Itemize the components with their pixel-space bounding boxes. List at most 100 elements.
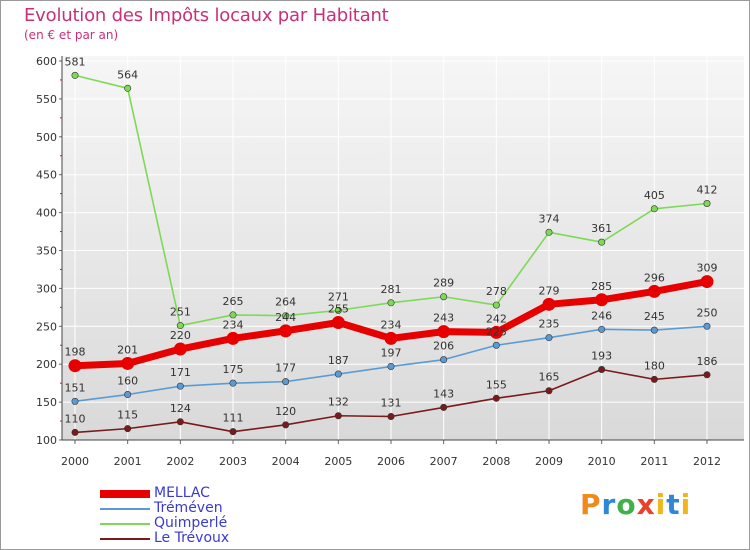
data-label-mellac: 234 xyxy=(223,318,244,331)
data-point-quimperle xyxy=(545,228,553,236)
data-label-le-trevoux: 155 xyxy=(486,378,507,391)
data-point-mellac xyxy=(595,293,609,307)
data-point-tremeven xyxy=(598,325,606,333)
data-point-quimperle xyxy=(440,293,448,301)
data-point-mellac xyxy=(331,316,345,330)
data-point-mellac xyxy=(489,325,503,339)
data-point-mellac xyxy=(647,284,661,298)
data-point-mellac xyxy=(700,275,714,289)
data-label-tremeven: 171 xyxy=(170,366,191,379)
x-tick-label: 2010 xyxy=(588,455,616,468)
data-label-quimperle: 265 xyxy=(223,295,244,308)
y-tick-label: 450 xyxy=(36,169,57,182)
data-label-mellac: 201 xyxy=(117,343,138,356)
data-point-quimperle xyxy=(492,301,500,309)
data-label-mellac: 242 xyxy=(486,312,507,325)
x-tick-label: 2002 xyxy=(166,455,194,468)
data-point-mellac xyxy=(226,331,240,345)
data-point-le-trevoux xyxy=(545,387,553,395)
data-point-mellac xyxy=(542,297,556,311)
data-point-quimperle xyxy=(176,322,184,330)
legend-swatch xyxy=(100,523,150,525)
y-tick-label: 300 xyxy=(36,282,57,295)
y-tick-label: 100 xyxy=(36,434,57,447)
data-label-mellac: 309 xyxy=(697,262,718,275)
data-label-tremeven: 246 xyxy=(591,309,612,322)
data-point-tremeven xyxy=(492,341,500,349)
data-point-quimperle xyxy=(282,312,290,320)
data-label-quimperle: 581 xyxy=(65,55,86,68)
x-tick-label: 2004 xyxy=(272,455,300,468)
x-tick-label: 2011 xyxy=(640,455,668,468)
plot-background xyxy=(62,56,744,440)
data-label-tremeven: 197 xyxy=(381,346,402,359)
data-point-tremeven xyxy=(440,356,448,364)
data-point-tremeven xyxy=(229,379,237,387)
y-tick-label: 150 xyxy=(36,396,57,409)
data-label-tremeven: 187 xyxy=(328,354,349,367)
data-label-le-trevoux: 131 xyxy=(381,397,402,410)
data-point-quimperle xyxy=(703,200,711,208)
data-label-le-trevoux: 115 xyxy=(117,409,138,422)
x-tick-label: 2008 xyxy=(482,455,510,468)
data-point-tremeven xyxy=(334,370,342,378)
chart-title: Evolution des Impôts locaux par Habitant xyxy=(24,5,389,26)
data-point-le-trevoux xyxy=(598,366,606,374)
data-point-le-trevoux xyxy=(334,412,342,420)
x-tick-label: 2009 xyxy=(535,455,563,468)
x-tick-label: 2007 xyxy=(430,455,458,468)
data-point-le-trevoux xyxy=(440,403,448,411)
data-label-quimperle: 278 xyxy=(486,285,507,298)
data-label-quimperle: 281 xyxy=(381,283,402,296)
data-label-mellac: 285 xyxy=(591,280,612,293)
data-point-mellac xyxy=(173,342,187,356)
data-point-quimperle xyxy=(334,306,342,314)
proxiti-logo: Proxiti xyxy=(580,488,692,521)
data-label-mellac: 244 xyxy=(275,311,296,324)
data-point-tremeven xyxy=(124,391,132,399)
data-point-le-trevoux xyxy=(124,425,132,433)
data-point-le-trevoux xyxy=(387,413,395,421)
data-point-tremeven xyxy=(650,326,658,334)
data-label-quimperle: 289 xyxy=(433,277,454,290)
data-point-le-trevoux xyxy=(229,428,237,436)
data-label-quimperle: 251 xyxy=(170,306,191,319)
data-label-mellac: 234 xyxy=(381,318,402,331)
data-label-quimperle: 405 xyxy=(644,189,665,202)
data-label-quimperle: 361 xyxy=(591,222,612,235)
data-point-tremeven xyxy=(387,362,395,370)
data-point-tremeven xyxy=(176,382,184,390)
data-point-mellac xyxy=(384,331,398,345)
chart-subtitle: (en € et par an) xyxy=(24,28,119,42)
legend-swatch xyxy=(100,490,150,498)
y-tick-label: 200 xyxy=(36,358,57,371)
legend-swatch xyxy=(100,508,150,510)
data-point-quimperle xyxy=(650,205,658,213)
data-point-mellac xyxy=(68,359,82,373)
data-point-quimperle xyxy=(71,71,79,79)
data-label-tremeven: 177 xyxy=(275,362,296,375)
data-point-mellac xyxy=(121,356,135,370)
data-label-le-trevoux: 186 xyxy=(697,355,718,368)
legend-label: Tréméven xyxy=(154,500,223,516)
data-label-le-trevoux: 193 xyxy=(591,350,612,363)
data-point-quimperle xyxy=(229,311,237,319)
y-tick-label: 500 xyxy=(36,131,57,144)
data-label-tremeven: 175 xyxy=(223,363,244,376)
data-point-tremeven xyxy=(71,397,79,405)
x-tick-label: 2012 xyxy=(693,455,721,468)
data-label-le-trevoux: 132 xyxy=(328,396,349,409)
data-label-mellac: 198 xyxy=(65,346,86,359)
y-tick-label: 250 xyxy=(36,320,57,333)
data-point-le-trevoux xyxy=(703,371,711,379)
data-point-le-trevoux xyxy=(176,418,184,426)
x-tick-label: 2003 xyxy=(219,455,247,468)
data-label-quimperle: 374 xyxy=(539,212,560,225)
data-label-tremeven: 151 xyxy=(65,381,86,394)
x-tick-label: 2000 xyxy=(61,455,89,468)
data-point-le-trevoux xyxy=(650,375,658,383)
data-point-quimperle xyxy=(598,238,606,246)
x-tick-label: 2006 xyxy=(377,455,405,468)
y-tick-label: 550 xyxy=(36,93,57,106)
